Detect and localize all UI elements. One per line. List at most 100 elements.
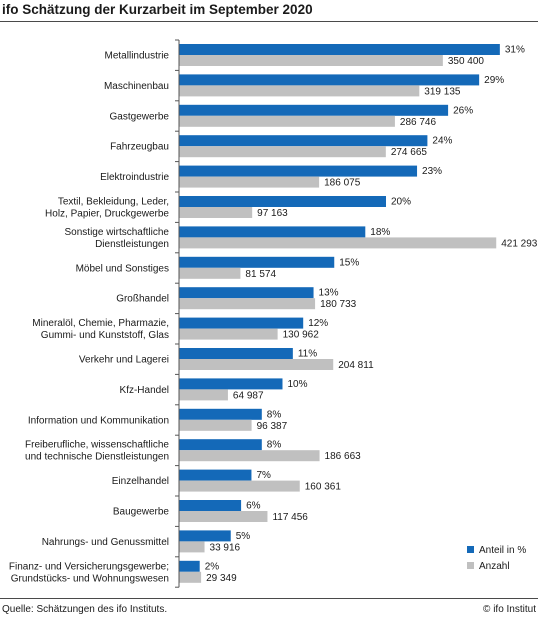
share-value-label: 24% xyxy=(432,136,452,147)
category-label: Nahrungs- und Genussmittel xyxy=(42,537,169,548)
category-label: Mineralöl, Chemie, Pharmazie, Gummi- und … xyxy=(32,318,169,341)
count-bar xyxy=(179,55,443,66)
share-bar xyxy=(179,165,418,177)
count-bar xyxy=(179,176,320,188)
count-value-label: 350 400 xyxy=(448,56,485,67)
count-bar xyxy=(179,571,202,583)
copyright-note: © ifo Institut xyxy=(483,604,536,615)
count-bar xyxy=(179,511,268,522)
count-bar xyxy=(179,115,395,127)
share-bar xyxy=(179,530,231,542)
share-bar xyxy=(179,439,262,451)
count-value-label: 186 663 xyxy=(325,451,362,462)
count-value-label: 117 456 xyxy=(272,512,308,523)
share-value-label: 26% xyxy=(453,105,473,116)
count-value-label: 186 075 xyxy=(324,178,361,189)
count-bar xyxy=(179,450,320,462)
count-bar xyxy=(179,389,228,401)
legend-label-count: Anzahl xyxy=(479,561,510,572)
share-value-label: 11% xyxy=(298,349,317,360)
count-bar xyxy=(179,480,300,492)
share-bar xyxy=(179,256,335,268)
share-bar xyxy=(179,408,262,420)
category-label: Kfz-Handel xyxy=(120,385,169,396)
legend-label-share: Anteil in % xyxy=(479,545,526,556)
share-value-label: 6% xyxy=(246,501,261,512)
count-value-label: 97 163 xyxy=(257,208,288,219)
share-value-label: 15% xyxy=(339,257,359,268)
share-value-label: 13% xyxy=(319,288,339,299)
legend-swatch-count xyxy=(467,562,474,569)
count-bar xyxy=(179,419,252,431)
count-value-label: 180 733 xyxy=(320,299,357,310)
count-bar xyxy=(179,359,334,370)
share-bar xyxy=(179,560,200,572)
share-value-label: 20% xyxy=(391,197,411,208)
count-value-label: 29 349 xyxy=(206,573,237,584)
category-label: Baugewerbe xyxy=(113,507,170,518)
share-bar xyxy=(179,348,293,359)
category-label: Sonstige wirtschaftliche Dienstleistungen xyxy=(65,227,170,250)
category-label: Verkehr und Lagerei xyxy=(79,355,169,366)
share-bar xyxy=(179,226,366,238)
count-bar xyxy=(179,146,386,158)
share-value-label: 8% xyxy=(267,440,282,451)
bar-chart: 31% 350 400 Metallindustrie 29% 319 135 Masch… xyxy=(9,39,538,588)
footer-divider xyxy=(0,598,538,599)
share-value-label: 23% xyxy=(422,166,442,177)
count-value-label: 81 574 xyxy=(245,269,276,280)
share-value-label: 5% xyxy=(236,531,251,542)
share-value-label: 2% xyxy=(205,561,220,572)
category-label: Gastgewerbe xyxy=(110,111,170,122)
share-bar xyxy=(179,317,304,329)
count-value-label: 274 665 xyxy=(391,147,428,158)
count-value-label: 96 387 xyxy=(257,421,288,432)
share-bar xyxy=(179,500,242,511)
share-bar xyxy=(179,287,314,299)
count-bar xyxy=(179,85,420,97)
count-bar xyxy=(179,298,316,310)
category-label: Freiberufliche, wissenschaftliche und tec… xyxy=(25,440,169,463)
share-value-label: 12% xyxy=(308,318,328,329)
share-bar xyxy=(179,469,252,481)
share-bar xyxy=(179,74,480,86)
category-label: Elektroindustrie xyxy=(100,172,169,183)
share-value-label: 7% xyxy=(256,470,271,481)
share-bar xyxy=(179,104,449,116)
share-bar xyxy=(179,135,428,147)
category-label: Textil, Bekleidung, Leder, Holz, Papier, … xyxy=(45,197,169,220)
category-label: Finanz- und Versicherungsgewerbe; Grundst… xyxy=(9,561,169,584)
count-value-label: 421 293 xyxy=(501,238,538,249)
count-value-label: 204 811 xyxy=(338,360,374,371)
category-label: Metallindustrie xyxy=(105,51,170,62)
category-label: Fahrzeugbau xyxy=(110,142,169,153)
count-bar xyxy=(179,207,253,218)
category-label: Möbel und Sonstiges xyxy=(76,263,169,274)
count-value-label: 64 987 xyxy=(233,390,264,401)
category-label: Information und Kommunikation xyxy=(28,415,169,426)
share-value-label: 29% xyxy=(484,75,504,86)
count-bar xyxy=(179,267,241,279)
count-bar xyxy=(179,328,278,340)
share-bar xyxy=(179,196,386,207)
count-value-label: 130 962 xyxy=(283,330,320,341)
share-bar xyxy=(179,44,500,55)
title-divider xyxy=(0,21,538,22)
chart-title: ifo Schätzung der Kurzarbeit im Septembe… xyxy=(2,2,313,17)
share-value-label: 10% xyxy=(288,379,308,390)
count-bar xyxy=(179,541,205,553)
share-value-label: 31% xyxy=(505,45,525,56)
count-value-label: 286 746 xyxy=(400,117,437,128)
category-label: Maschinenbau xyxy=(104,81,169,92)
share-value-label: 8% xyxy=(267,409,282,420)
count-value-label: 160 361 xyxy=(305,482,342,493)
category-label: Einzelhandel xyxy=(112,476,169,487)
count-value-label: 319 135 xyxy=(424,86,461,97)
share-bar xyxy=(179,378,283,390)
count-bar xyxy=(179,237,497,249)
source-note: Quelle: Schätzungen des ifo Instituts. xyxy=(2,604,168,615)
count-value-label: 33 916 xyxy=(210,542,241,553)
category-label: Großhandel xyxy=(116,294,169,305)
legend-swatch-share xyxy=(467,546,474,553)
